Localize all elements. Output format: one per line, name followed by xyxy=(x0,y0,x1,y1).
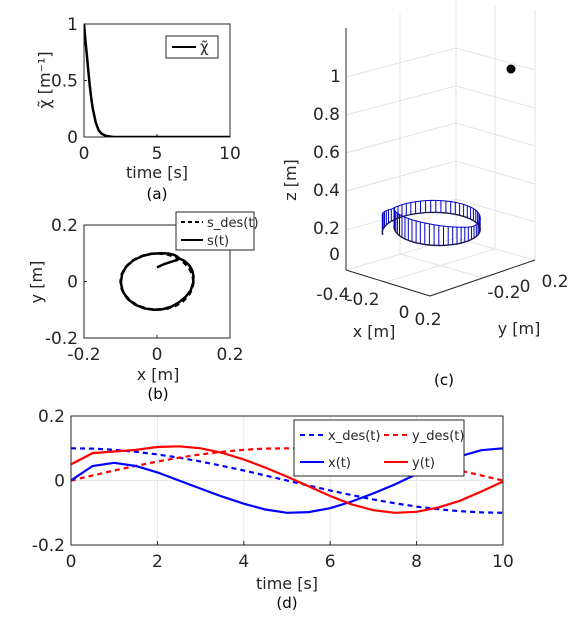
panel-c-ytick-label: 0.2 xyxy=(541,272,568,292)
panel-d-ytick-label: 0 xyxy=(54,472,65,492)
panel-c-ytick-label: -0.2 xyxy=(487,283,520,303)
panel-a-xlabel: time [s] xyxy=(126,163,188,182)
panel-a-legend: χ̃ xyxy=(165,35,219,59)
panel-b-caption: (b) xyxy=(147,385,168,403)
panel-a-ytick-label: 0 xyxy=(67,128,78,148)
panel-b-ylabel: y [m] xyxy=(27,261,46,304)
panel-c: 10.80.60.40.20-0.4-0.20 0.2-0.2 0 0.2 z [m]… xyxy=(281,0,569,389)
panel-b-series-1-line xyxy=(119,252,195,312)
panel-b-ticks: -0.2 0 0.2 -0.2 0 0.2 xyxy=(45,216,244,365)
panel-b-ytick-label: 0.2 xyxy=(51,216,78,236)
panel-d-xlabel: time [s] xyxy=(256,574,318,593)
panel-b-legend-label-s: s(t) xyxy=(207,234,229,249)
panel-d-series-3-line xyxy=(71,445,503,514)
panel-d-series-0-line xyxy=(71,447,503,514)
panel-c-caption: (c) xyxy=(434,371,454,389)
panel-c-ylabel: y [m] xyxy=(498,319,541,338)
panel-d-legend-label-ydes: y_des(t) xyxy=(412,429,464,444)
panel-a-xtick-label: 5 xyxy=(152,144,163,164)
panel-c-ztick-label: 0.2 xyxy=(313,219,340,239)
panel-a-ytick-label: 0.5 xyxy=(51,72,78,92)
panel-c-zlabel: z [m] xyxy=(281,159,300,201)
panel-c-target-marker xyxy=(506,64,516,74)
panel-d-ytick-label: 0.2 xyxy=(38,407,65,427)
panel-c-ztick-label: 0 xyxy=(329,245,340,265)
panel-b-legend-label-sdes: s_des(t) xyxy=(207,216,259,231)
panel-d-legend: x_des(t) y_des(t) x(t) y(t) xyxy=(293,419,465,477)
panel-b-xtick-label: 0 xyxy=(152,345,163,365)
panel-b-legend: s_des(t) s(t) xyxy=(175,211,259,251)
panel-c-xtick-label: -0.2 xyxy=(346,290,379,310)
panel-b-ytick-label: -0.2 xyxy=(45,329,78,349)
panel-a-legend-label: χ̃ xyxy=(200,38,209,56)
panel-d-legend-label-x: x(t) xyxy=(328,456,351,471)
panel-b-series xyxy=(119,252,195,312)
panel-a-ylabel: χ̃ [m⁻¹] xyxy=(35,51,54,108)
panel-b-xtick-label: -0.2 xyxy=(67,345,100,365)
panel-c-xtick-label: 0.2 xyxy=(414,310,441,330)
panel-c-ztick-label: 1 xyxy=(330,67,341,87)
panel-d-legend-box xyxy=(293,419,465,477)
panel-b-legend-box xyxy=(175,211,255,251)
panel-a-caption: (a) xyxy=(147,185,168,203)
panel-b-xtick-label: 0.2 xyxy=(216,345,243,365)
panel-d-xtick-label: 0 xyxy=(66,552,77,572)
panel-a-xtick-label: 10 xyxy=(219,144,241,164)
panel-d-xtick-label: 8 xyxy=(411,552,422,572)
panel-d-ticks: 0 2 4 6 8 10-0.200.2 xyxy=(32,407,514,572)
panel-d-legend-label-y: y(t) xyxy=(412,456,435,471)
panel-c-xtick-label: 0 xyxy=(399,303,410,323)
panel-a-series-0-line xyxy=(84,24,230,137)
panel-b: -0.2 0 0.2 -0.2 0 0.2 x [m] y [m] s_des(t) s(… xyxy=(27,211,259,403)
panel-c-ztick-label: 0.8 xyxy=(313,105,340,125)
panel-d-xtick-label: 6 xyxy=(325,552,336,572)
panel-d-legend-label-xdes: x_des(t) xyxy=(328,429,380,444)
panel-b-xlabel: x [m] xyxy=(137,365,180,384)
panel-c-frame xyxy=(345,28,536,297)
panel-d: 0 2 4 6 8 10-0.200.2 x_des(t) y_des(t) x(t) y… xyxy=(32,407,514,612)
panel-a-series xyxy=(84,24,230,137)
panel-c-trajectory-base xyxy=(381,211,481,247)
panel-c-ytick-label: 0 xyxy=(520,277,531,297)
panel-d-xtick-label: 10 xyxy=(492,552,514,572)
panel-c-ticks: 10.80.60.40.20-0.4-0.20 0.2-0.2 0 0.2 xyxy=(313,67,569,330)
panel-a-xtick-label: 0 xyxy=(79,144,90,164)
panel-d-caption: (d) xyxy=(276,594,297,612)
panel-a-ticks: 0 5 10 0 0.5 1 xyxy=(51,15,241,164)
panel-d-xtick-label: 4 xyxy=(238,552,249,572)
panel-d-ytick-label: -0.2 xyxy=(32,536,65,556)
panel-d-xtick-label: 2 xyxy=(152,552,163,572)
panel-c-trajectory-top xyxy=(381,199,481,228)
panel-b-ytick-label: 0 xyxy=(67,273,78,293)
panel-c-ztick-label: -0.4 xyxy=(316,285,349,305)
panel-d-plot-border xyxy=(70,415,504,546)
panel-c-trajectory xyxy=(381,199,481,247)
panel-c-xlabel: x [m] xyxy=(353,322,396,341)
panel-c-gridlines xyxy=(345,0,536,297)
panel-a-ytick-label: 1 xyxy=(67,15,78,35)
panel-c-ztick-label: 0.4 xyxy=(313,181,340,201)
panel-a: 0 5 10 0 0.5 1 time [s] χ̃ [m⁻¹] χ̃ (a) xyxy=(35,15,241,203)
panel-c-ztick-label: 0.6 xyxy=(313,143,340,163)
